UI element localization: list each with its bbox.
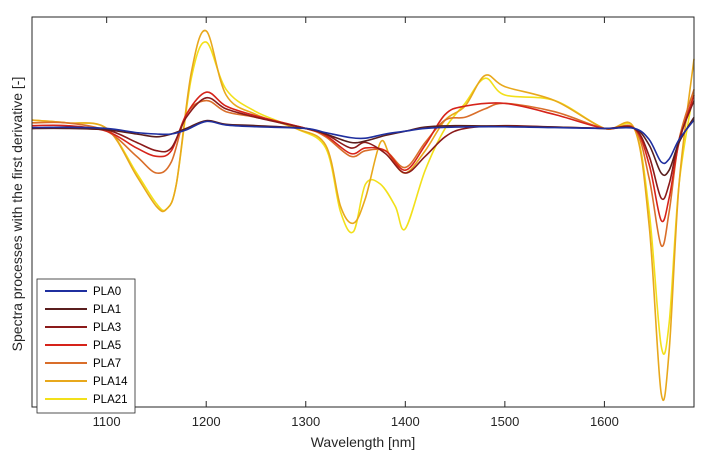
- series-line-pla3: [31, 96, 695, 201]
- x-tick-label: 1400: [391, 414, 420, 429]
- x-tick-label: 1500: [490, 414, 519, 429]
- legend-label-pla0: PLA0: [93, 286, 121, 298]
- plot-frame: [31, 16, 695, 408]
- series-line-pla14: [31, 29, 695, 401]
- x-axis-title: Wavelength [nm]: [311, 434, 416, 450]
- x-axis: 1100 1200 1300 1400 1500 1600: [93, 17, 619, 429]
- legend-label-pla3: PLA3: [93, 322, 121, 334]
- series-line-pla1: [31, 116, 695, 177]
- legend: PLA0 PLA1 PLA3 PLA5 PLA7 PLA14 PLA21: [36, 278, 136, 414]
- x-tick-label: 1600: [590, 414, 619, 429]
- series-line-pla0: [31, 119, 695, 165]
- series-line-pla5: [31, 91, 695, 223]
- legend-label-pla5: PLA5: [93, 340, 121, 352]
- legend-label-pla7: PLA7: [93, 358, 121, 370]
- series-lines: [31, 29, 695, 401]
- legend-label-pla14: PLA14: [93, 376, 128, 388]
- legend-label-pla21: PLA21: [93, 394, 128, 406]
- x-tick-label: 1100: [93, 414, 121, 429]
- x-tick-label: 1200: [192, 414, 221, 429]
- x-tick-label: 1300: [291, 414, 320, 429]
- y-axis-title: Spectra processes with the first derivat…: [9, 77, 25, 352]
- legend-label-pla1: PLA1: [93, 304, 121, 316]
